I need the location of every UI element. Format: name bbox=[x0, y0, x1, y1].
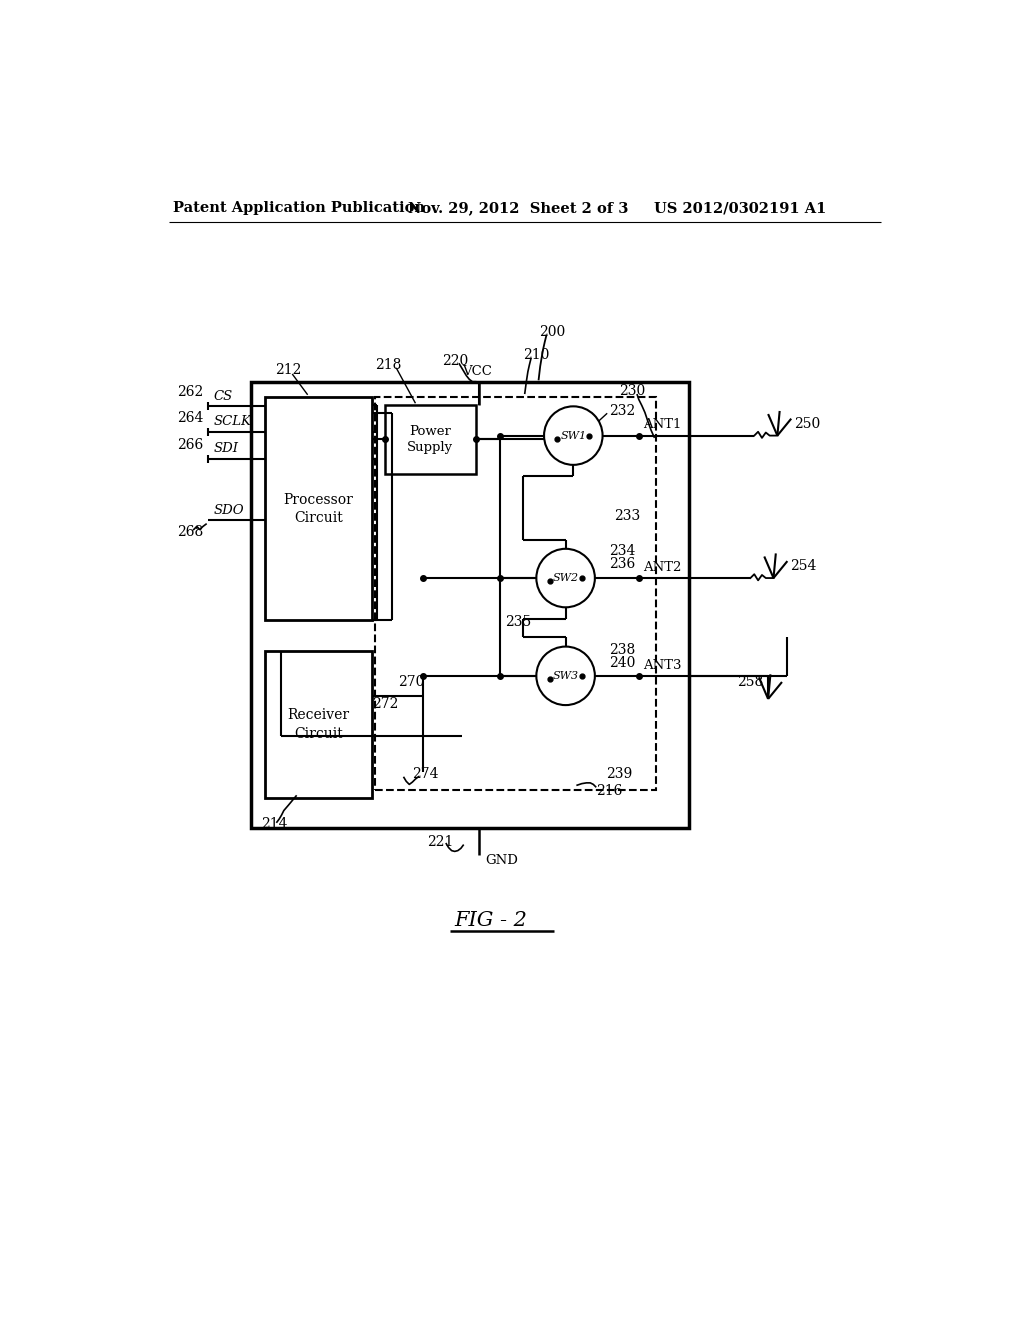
Text: 230: 230 bbox=[620, 384, 646, 397]
Text: Processor: Processor bbox=[284, 492, 353, 507]
Text: Supply: Supply bbox=[407, 441, 454, 454]
Bar bbox=[265, 397, 372, 620]
Text: SCLK: SCLK bbox=[214, 416, 252, 428]
Text: Circuit: Circuit bbox=[294, 726, 343, 741]
Text: GND: GND bbox=[485, 854, 518, 867]
Text: Receiver: Receiver bbox=[288, 708, 349, 722]
Bar bbox=[252, 381, 689, 829]
Text: 234: 234 bbox=[609, 544, 636, 558]
Text: SDI: SDI bbox=[214, 442, 239, 455]
Text: SW3: SW3 bbox=[553, 671, 579, 681]
Bar bbox=[376, 397, 655, 789]
Text: ANT1: ANT1 bbox=[643, 418, 681, 432]
Text: 212: 212 bbox=[275, 363, 302, 378]
Text: 240: 240 bbox=[609, 656, 636, 669]
Text: 262: 262 bbox=[177, 385, 204, 400]
Text: 254: 254 bbox=[791, 560, 817, 573]
Text: Power: Power bbox=[410, 425, 451, 438]
Text: Nov. 29, 2012  Sheet 2 of 3: Nov. 29, 2012 Sheet 2 of 3 bbox=[408, 202, 628, 215]
Text: FIG - 2: FIG - 2 bbox=[454, 911, 526, 931]
Text: US 2012/0302191 A1: US 2012/0302191 A1 bbox=[654, 202, 826, 215]
Text: 216: 216 bbox=[596, 784, 623, 799]
Circle shape bbox=[544, 407, 602, 465]
Text: 218: 218 bbox=[376, 358, 401, 372]
Text: ANT3: ANT3 bbox=[643, 659, 681, 672]
Text: 235: 235 bbox=[506, 615, 531, 628]
Text: 238: 238 bbox=[609, 643, 636, 656]
Text: 210: 210 bbox=[523, 347, 550, 362]
Text: SW1: SW1 bbox=[560, 430, 587, 441]
Text: Patent Application Publication: Patent Application Publication bbox=[173, 202, 425, 215]
Text: 272: 272 bbox=[372, 697, 398, 710]
Bar bbox=[265, 651, 372, 797]
Text: 268: 268 bbox=[177, 525, 204, 539]
Circle shape bbox=[537, 549, 595, 607]
Text: 264: 264 bbox=[177, 411, 204, 425]
Text: 233: 233 bbox=[614, 510, 640, 524]
Text: 270: 270 bbox=[398, 675, 425, 689]
Text: 232: 232 bbox=[609, 404, 636, 418]
Text: 258: 258 bbox=[737, 675, 764, 689]
Text: Circuit: Circuit bbox=[294, 511, 343, 525]
Text: SDO: SDO bbox=[214, 504, 245, 517]
Text: 221: 221 bbox=[427, 836, 454, 849]
Text: CS: CS bbox=[214, 389, 233, 403]
Text: 250: 250 bbox=[795, 417, 820, 432]
Text: 239: 239 bbox=[606, 767, 633, 781]
Text: 220: 220 bbox=[442, 354, 469, 368]
Bar bbox=[385, 405, 475, 474]
Text: 200: 200 bbox=[539, 325, 565, 339]
Text: SW2: SW2 bbox=[553, 573, 579, 583]
Text: VCC: VCC bbox=[462, 366, 492, 379]
Text: ANT2: ANT2 bbox=[643, 561, 681, 574]
Text: 266: 266 bbox=[177, 438, 204, 451]
Circle shape bbox=[537, 647, 595, 705]
Text: 214: 214 bbox=[261, 817, 288, 832]
Text: 274: 274 bbox=[412, 767, 438, 781]
Text: 236: 236 bbox=[609, 557, 636, 572]
